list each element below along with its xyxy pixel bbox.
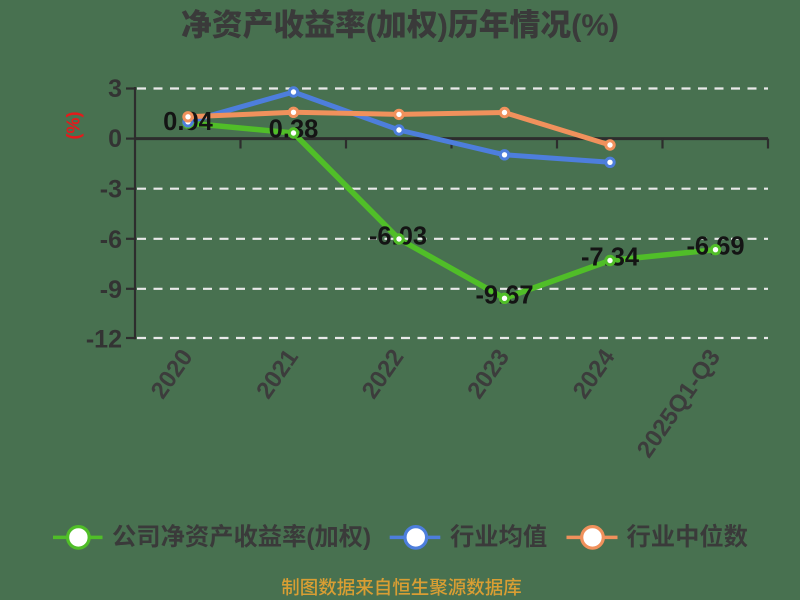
svg-text:0: 0 — [108, 125, 122, 153]
svg-text:行业均值: 行业均值 — [450, 517, 547, 552]
svg-text:公司净资产收益率(加权): 公司净资产收益率(加权) — [112, 517, 371, 552]
svg-text:(%): (%) — [64, 112, 84, 140]
svg-text:-3: -3 — [100, 175, 122, 203]
svg-text:行业中位数: 行业中位数 — [627, 517, 748, 552]
svg-text:3: 3 — [108, 75, 122, 103]
svg-text:净资产收益率(加权)历年情况(%): 净资产收益率(加权)历年情况(%) — [181, 0, 619, 45]
svg-text:制图数据来自恒生聚源数据库: 制图数据来自恒生聚源数据库 — [281, 574, 522, 600]
svg-text:-6: -6 — [100, 226, 122, 254]
svg-text:-12: -12 — [86, 326, 122, 354]
svg-text:-9: -9 — [100, 276, 122, 304]
